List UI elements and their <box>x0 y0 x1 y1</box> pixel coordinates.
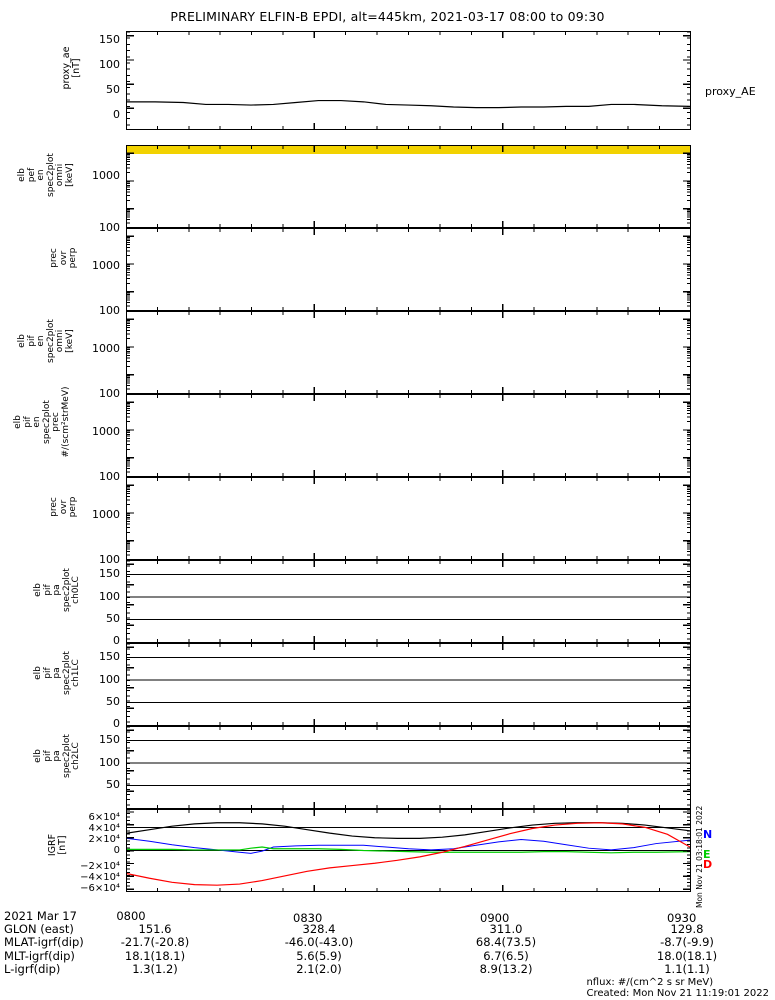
footer-text: nflux: #/(cm^2 s sr MeV) Created: Mon Nov… <box>586 977 769 999</box>
panel-elb-pif-pa-ch0lc-ytick-150: 150 <box>99 567 120 580</box>
mlat-value-0: -21.7(-20.8) <box>120 935 190 950</box>
mlt-value-0: 18.1(18.1) <box>124 948 186 963</box>
panel-elb-pef-en-prec-ovr-perp-ytick-1000: 1000 <box>92 259 120 272</box>
xtick-label-0900: 0900 <box>480 911 510 925</box>
panel-igrf <box>126 809 691 892</box>
mlt-value-2: 6.7(6.5) <box>483 948 529 963</box>
row-label-mlat: MLAT-igrf(dip) <box>4 935 84 950</box>
series-proxy-ae <box>127 99 690 109</box>
mlt-value-1: 5.6(5.9) <box>296 948 342 963</box>
panel-proxy-ae-ytick-50: 50 <box>106 83 120 96</box>
panel-proxy-ae-ytick-150: 150 <box>99 33 120 46</box>
row-label-lshell: L-igrf(dip) <box>4 961 61 976</box>
panel-proxy-ae-right-label: proxy_AE <box>705 85 756 98</box>
table-row-mlat: MLAT-igrf(dip) -21.7(-20.8) -46.0(-43.0)… <box>4 936 772 949</box>
igrf-plot-area <box>127 822 690 886</box>
series-d <box>127 822 690 886</box>
panel-elb-pif-pa-ch2lc-ytick-150: 150 <box>99 733 120 746</box>
glon-value-0: 151.6 <box>138 922 172 937</box>
footer-line2: Created: Mon Nov 21 11:19:01 2022 <box>586 988 769 999</box>
panel-elb-pef-en-prec-ovr-perp-ytick-100: 100 <box>99 304 120 317</box>
footer-line1: nflux: #/(cm^2 s sr MeV) <box>586 977 714 988</box>
panel-elb-pef-en-omni-ytick-100: 100 <box>99 221 120 234</box>
mlat-value-1: -46.0(-43.0) <box>284 935 354 950</box>
panel-elb-pif-pa-ch2lc-ytick-100: 100 <box>99 756 120 769</box>
table-row-date: 2021 Mar 17 0800 <box>4 909 772 923</box>
panel-elb-pif-en-omni-ytick-1000: 1000 <box>92 342 120 355</box>
panel-elb-pif-pa-ch1lc-ytick-0: 0 <box>113 717 120 730</box>
igrf-legend-d: D <box>703 858 713 871</box>
ch1lc-plot-area <box>127 657 690 703</box>
panel-igrf-ytick-m4: −4×10⁴ <box>80 872 120 883</box>
panel-elb-pif-en-omni <box>126 311 691 394</box>
ch0lc-plot-area <box>127 574 690 620</box>
table-row-glon: GLON (east) 151.6 328.4 311.0 129.8 <box>4 922 772 937</box>
panel-elb-pif-pa-ch2lc-ylabel: elb pif pa spec2plot ch2LC <box>33 734 82 778</box>
panel-elb-pif-en-omni-ytick-100: 100 <box>99 387 120 400</box>
panel-igrf-ytick-p4: 4×10⁴ <box>88 823 120 834</box>
panel-elb-pif-pa-ch0lc-ytick-0: 0 <box>113 634 120 647</box>
panel-elb-pef-en-omni <box>126 145 691 228</box>
panel-elb-pif-pa-ch1lc <box>126 643 691 726</box>
panel-elb-pif-en-prec <box>126 394 691 477</box>
panel-igrf-ytick-m6: −6×10⁴ <box>80 883 120 894</box>
table-row-mlt: MLT-igrf(dip) 18.1(18.1) 5.6(5.9) 6.7(6.… <box>4 948 772 963</box>
series-e <box>127 846 690 854</box>
side-timestamp: Mon Nov 21 03:18:01 2022 <box>695 805 704 908</box>
panel-proxy-ae-ytick-0: 0 <box>113 108 120 121</box>
panel-elb-pif-pa-ch0lc-ytick-50: 50 <box>106 612 120 625</box>
panel-proxy-ae <box>126 31 691 130</box>
series-total <box>127 822 690 839</box>
bottom-ephemeris-table: 2021 Mar 17 0800 GLON (east) 151.6 328.4… <box>4 909 772 976</box>
panel-elb-pif-pa-ch1lc-ytick-150: 150 <box>99 650 120 663</box>
series-n <box>127 837 690 854</box>
panel-elb-pif-pa-ch0lc-ytick-100: 100 <box>99 590 120 603</box>
panel-elb-pif-en-prec-ytick-100: 100 <box>99 470 120 483</box>
panel-elb-pif-en-prec-ovr-perp <box>126 477 691 560</box>
mlt-value-3: 18.0(18.1) <box>656 948 718 963</box>
panel-elb-pif-en-prec-ytick-1000: 1000 <box>92 425 120 438</box>
panel-elb-pif-pa-ch2lc-ytick-50: 50 <box>106 778 120 791</box>
panel-elb-pef-en-omni-ytick-1000: 1000 <box>92 169 120 182</box>
page-title: PRELIMINARY ELFIN-B EPDI, alt=445km, 202… <box>170 9 605 24</box>
lshell-value-1: 2.1(2.0) <box>296 961 342 976</box>
xtick-label-0800: 0800 <box>116 909 146 923</box>
mlat-value-2: 68.4(73.5) <box>475 935 537 950</box>
lshell-value-0: 1.3(1.2) <box>132 961 178 976</box>
panel-elb-pif-pa-ch0lc <box>126 560 691 643</box>
panel-igrf-ytick-0: 0 <box>113 845 120 856</box>
panel-elb-pif-pa-ch1lc-ytick-100: 100 <box>99 673 120 686</box>
ch2lc-plot-area <box>127 740 690 786</box>
panel-igrf-ytick-m2: −2×10⁴ <box>80 861 120 872</box>
glon-value-3: 129.8 <box>670 922 704 937</box>
panel-elb-pef-en-prec-ovr-perp <box>126 228 691 311</box>
lshell-value-2: 8.9(13.2) <box>479 961 533 976</box>
igrf-legend-e: E <box>703 848 711 861</box>
panel-elb-pif-en-prec-ovr-perp-ytick-100: 100 <box>99 553 120 566</box>
bottom-date-label: 2021 Mar 17 <box>4 909 77 923</box>
mlat-value-3: -8.7(-9.9) <box>660 935 714 950</box>
panel-proxy-ae-ytick-100: 100 <box>99 58 120 71</box>
row-label-mlt: MLT-igrf(dip) <box>4 948 75 963</box>
panel-proxy-ae-ylabel: proxy_ae [nT] <box>61 46 82 90</box>
table-row-lshell: L-igrf(dip) 1.3(1.2) 2.1(2.0) 8.9(13.2) … <box>4 961 772 976</box>
panel-elb-pif-en-prec-ovr-perp-ytick-1000: 1000 <box>92 508 120 521</box>
spectra-color-bar <box>127 146 690 154</box>
row-label-glon: GLON (east) <box>4 922 74 937</box>
panel-igrf-ytick-p2: 2×10⁴ <box>88 834 120 845</box>
lshell-value-3: 1.1(1.1) <box>664 961 710 976</box>
panel-elb-pif-pa-ch2lc <box>126 726 691 809</box>
panel-igrf-ytick-p6: 6×10⁴ <box>88 812 120 823</box>
igrf-legend-n: N <box>703 828 713 841</box>
xtick-label-0930: 0930 <box>667 911 697 925</box>
glon-value-2: 311.0 <box>489 922 523 937</box>
glon-value-1: 328.4 <box>302 922 336 937</box>
panel-elb-pif-pa-ch1lc-ytick-50: 50 <box>106 695 120 708</box>
xtick-label-0830: 0830 <box>293 911 323 925</box>
proxy-ae-plot-area <box>127 99 690 109</box>
